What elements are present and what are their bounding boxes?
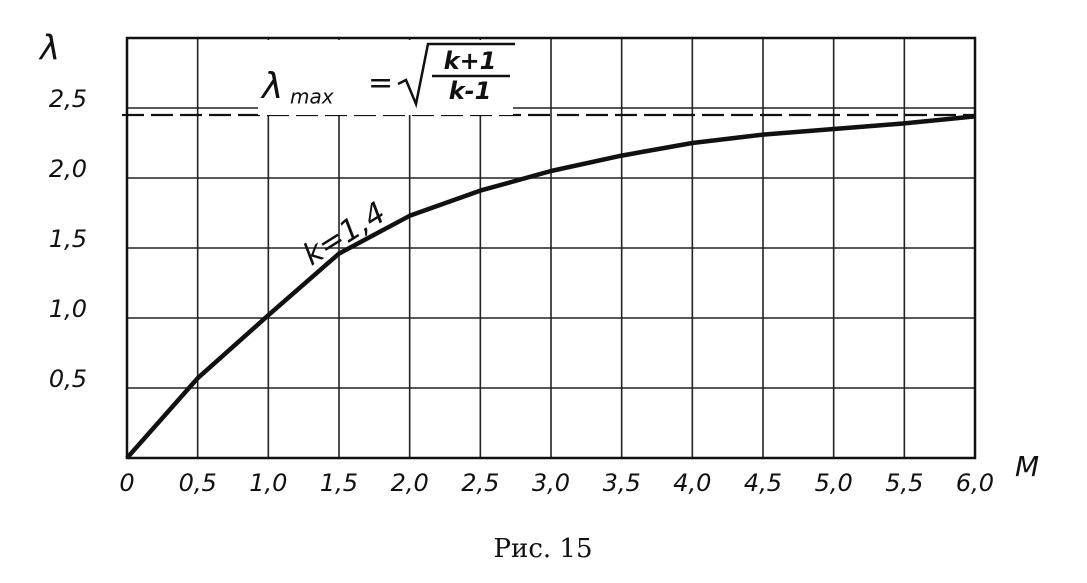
- x-tick-label: 4,0: [673, 469, 711, 497]
- x-tick-label: 1,5: [320, 469, 358, 497]
- y-axis-label: λ: [38, 29, 60, 69]
- x-tick-label: 0: [119, 469, 134, 497]
- y-tick-label: 2,5: [49, 85, 87, 113]
- y-tick-label: 1,0: [49, 295, 87, 323]
- x-tick-label: 4,5: [744, 469, 782, 497]
- formula-den: k-1: [449, 77, 492, 105]
- y-tick-label: 0,5: [49, 365, 87, 393]
- caption: Рис. 15: [494, 534, 593, 564]
- formula-lambda: λ: [260, 66, 283, 107]
- x-tick-label: 3,5: [603, 469, 641, 497]
- x-axis-label: M: [1015, 450, 1039, 483]
- formula-num: k+1: [444, 47, 497, 75]
- line-series: [125, 114, 976, 460]
- x-tick-label: 2,5: [461, 469, 499, 497]
- x-tick-label: 6,0: [956, 469, 994, 497]
- formula-sub: max: [290, 85, 334, 109]
- y-tick-label: 1,5: [49, 225, 87, 253]
- x-tick-label: 1,0: [249, 469, 287, 497]
- sqrt-sign: [397, 42, 515, 109]
- x-tick-label: 5,5: [885, 469, 923, 497]
- plot-frame: [125, 36, 977, 460]
- x-tick-label: 0,5: [179, 469, 217, 497]
- formula-bg: [258, 40, 513, 115]
- formula-equals: =: [368, 66, 393, 101]
- x-tick-label: 3,0: [532, 469, 570, 497]
- y-tick-label: 2,0: [49, 155, 87, 183]
- x-tick-label: 2,0: [391, 469, 429, 497]
- x-tick-label: 5,0: [815, 469, 853, 497]
